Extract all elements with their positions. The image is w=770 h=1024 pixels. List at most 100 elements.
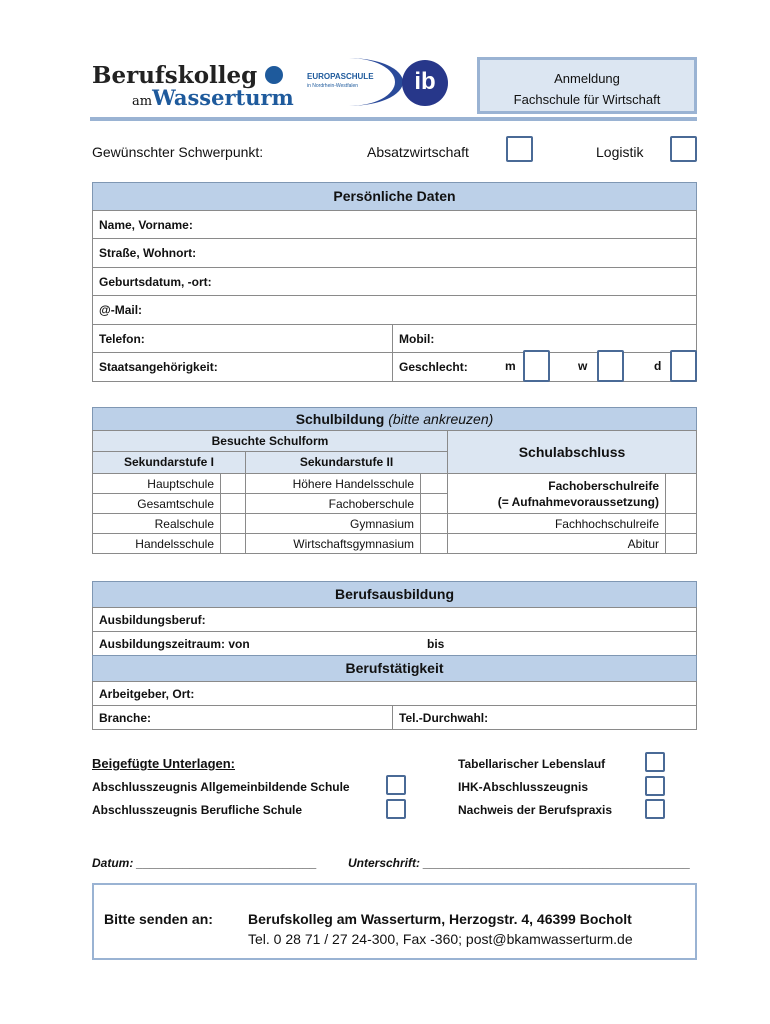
footer-contact: Tel. 0 28 71 / 27 24-300, Fax -360; post… <box>248 931 633 947</box>
zeitraum-label: Ausbildungszeitraum: von <box>99 636 250 651</box>
title-box: Anmeldung Fachschule für Wirtschaft <box>477 57 697 114</box>
sek1-header: Sekundarstufe I <box>92 451 246 474</box>
taetigkeit-header: Berufstätigkeit <box>92 655 697 682</box>
arbeitgeber-field[interactable]: Arbeitgeber, Ort: <box>92 681 697 706</box>
mail-field[interactable]: @-Mail: <box>92 295 697 325</box>
abschluss-label: Abitur <box>627 536 659 551</box>
schule-header: Schulbildung (bitte ankreuzen) <box>92 407 697 431</box>
title-line1: Anmeldung <box>554 71 620 86</box>
mobil-field[interactable]: Mobil: <box>392 324 697 353</box>
abschluss-row: Fachhochschulreife <box>447 513 666 534</box>
school-logo: Berufskolleg amWasserturm <box>92 62 294 110</box>
sek2-row: Gymnasium <box>245 513 421 534</box>
personal-header-text: Persönliche Daten <box>333 188 456 204</box>
sek1-label: Handelsschule <box>135 536 214 551</box>
bis-label: bis <box>427 637 445 651</box>
unterlagen-allgemein-checkbox[interactable] <box>386 775 406 795</box>
unterlagen-allgemein-label: Abschlusszeugnis Allgemeinbildende Schul… <box>92 780 350 794</box>
mail-label: @-Mail: <box>99 303 143 317</box>
telefon-field[interactable]: Telefon: <box>92 324 393 353</box>
europaschule-logo: EUROPASCHULE in Nordrhein-Westfalen <box>265 58 403 108</box>
sek1-label: Realschule <box>154 516 214 531</box>
abschluss-header: Schulabschluss <box>447 430 697 474</box>
absatzwirtschaft-label: Absatzwirtschaft <box>367 144 469 160</box>
personal-header: Persönliche Daten <box>92 182 697 211</box>
arbeitgeber-label: Arbeitgeber, Ort: <box>99 686 195 701</box>
beruf-label: Ausbildungsberuf: <box>99 612 206 627</box>
tel-durchwahl-field[interactable]: Tel.-Durchwahl: <box>392 705 697 730</box>
ib-text: ib <box>414 68 436 95</box>
unterlagen-lebenslauf-checkbox[interactable] <box>645 752 665 772</box>
sek2-checkbox[interactable] <box>420 493 448 514</box>
sek2-row: Fachoberschule <box>245 493 421 514</box>
ausbildung-header: Berufsausbildung <box>92 581 697 608</box>
sek1-checkbox[interactable] <box>220 493 246 514</box>
unterlagen-praxis-label: Nachweis der Berufspraxis <box>458 803 613 817</box>
ib-logo: ib <box>402 60 448 106</box>
telefon-label: Telefon: <box>99 331 145 346</box>
sek1-checkbox[interactable] <box>220 473 246 494</box>
abschluss-checkbox[interactable] <box>665 473 697 514</box>
geburt-field[interactable]: Geburtsdatum, -ort: <box>92 267 697 296</box>
gender-d-checkbox[interactable] <box>670 350 697 382</box>
unterlagen-ihk-label: IHK-Abschlusszeugnis <box>458 780 589 794</box>
unterschrift-field[interactable]: Unterschrift: __________________________… <box>348 856 691 870</box>
sek2-checkbox[interactable] <box>420 533 448 554</box>
branche-field[interactable]: Branche: <box>92 705 393 730</box>
absatzwirtschaft-checkbox[interactable] <box>506 136 533 162</box>
sek2-row: Höhere Handelsschule <box>245 473 421 494</box>
sek1-checkbox[interactable] <box>220 533 246 554</box>
europaschule-text: EUROPASCHULE <box>307 72 374 81</box>
logistik-label: Logistik <box>596 144 644 160</box>
sek1-label: Hauptschule <box>147 476 214 491</box>
unterlagen-beruflich-checkbox[interactable] <box>386 799 406 819</box>
schule-header-note: (bitte ankreuzen) <box>388 411 494 427</box>
name-label: Name, Vorname: <box>99 217 193 232</box>
unterlagen-lebenslauf-label: Tabellarischer Lebenslauf <box>458 757 606 771</box>
besuchte-text: Besuchte Schulform <box>211 434 329 448</box>
sek1-row: Realschule <box>92 513 221 534</box>
sek2-checkbox[interactable] <box>420 513 448 534</box>
abschluss-checkbox[interactable] <box>665 513 697 534</box>
strasse-field[interactable]: Straße, Wohnort: <box>92 238 697 268</box>
gender-w-label: w <box>578 359 588 373</box>
logistik-checkbox[interactable] <box>670 136 697 162</box>
gender-m-checkbox[interactable] <box>523 350 550 382</box>
gender-d-label: d <box>654 359 662 373</box>
unterlagen-beruflich-label: Abschlusszeugnis Berufliche Schule <box>92 803 303 817</box>
abschluss-checkbox[interactable] <box>665 533 697 554</box>
sek2-checkbox[interactable] <box>420 473 448 494</box>
sek1-checkbox[interactable] <box>220 513 246 534</box>
sek2-label: Fachoberschule <box>328 496 414 511</box>
gender-w-checkbox[interactable] <box>597 350 624 382</box>
sek1-row: Gesamtschule <box>92 493 221 514</box>
staat-field[interactable]: Staatsangehörigkeit: <box>92 352 393 382</box>
geburt-label: Geburtsdatum, -ort: <box>99 274 212 289</box>
schule-header-text: Schulbildung <box>295 411 385 427</box>
name-field[interactable]: Name, Vorname: <box>92 210 697 239</box>
logo-wasserturm: Wasserturm <box>152 85 294 110</box>
sek2-label: Wirtschaftsgymnasium <box>293 536 414 551</box>
branche-label: Branche: <box>99 710 152 725</box>
tel-durchwahl-label: Tel.-Durchwahl: <box>399 710 489 725</box>
sek1-row: Hauptschule <box>92 473 221 494</box>
abschluss-note: (= Aufnahmevoraussetzung) <box>497 494 659 509</box>
sek1-label: Gesamtschule <box>137 496 214 511</box>
zeitraum-field[interactable]: Ausbildungszeitraum: von <box>92 631 697 656</box>
title-line2: Fachschule für Wirtschaft <box>513 92 661 107</box>
abschluss-label: Fachoberschulreife <box>548 478 659 493</box>
beruf-field[interactable]: Ausbildungsberuf: <box>92 607 697 632</box>
strasse-label: Straße, Wohnort: <box>99 246 197 260</box>
besuchte-header: Besuchte Schulform <box>92 430 448 452</box>
unterlagen-praxis-checkbox[interactable] <box>645 799 665 819</box>
mobil-label: Mobil: <box>399 331 435 346</box>
footer-label: Bitte senden an: <box>104 911 213 927</box>
sek1-text: Sekundarstufe I <box>123 455 215 469</box>
logo-am: am <box>132 94 153 109</box>
datum-field[interactable]: Datum: ___________________________ <box>92 856 317 870</box>
footer-address: Berufskolleg am Wasserturm, Herzogstr. 4… <box>248 911 632 927</box>
staat-label: Staatsangehörigkeit: <box>99 360 218 374</box>
abschluss-row-fachoberschulreife: Fachoberschulreife (= Aufnahmevoraussetzu… <box>447 473 666 514</box>
unterlagen-ihk-checkbox[interactable] <box>645 776 665 796</box>
